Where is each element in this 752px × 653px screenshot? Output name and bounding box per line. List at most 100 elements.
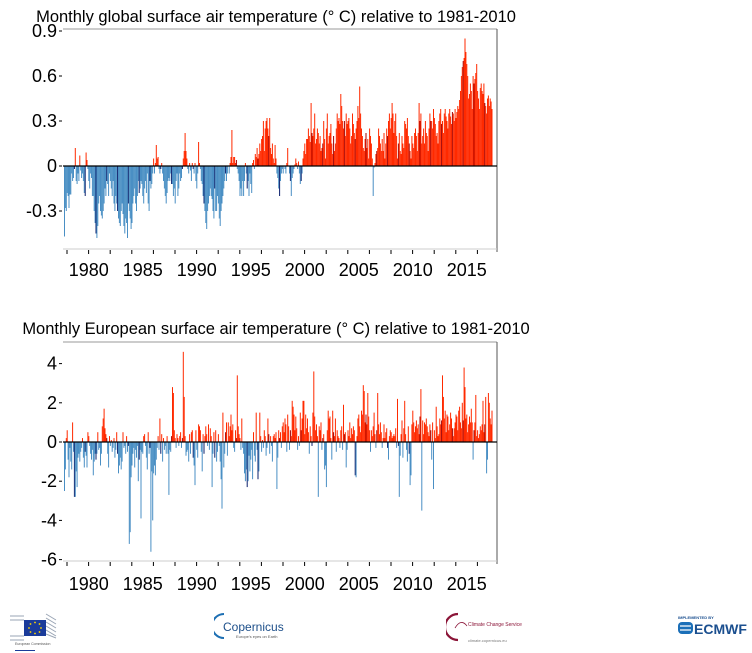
global-bar (255, 157, 257, 166)
global-bar (370, 143, 372, 166)
global-bar (266, 118, 268, 166)
europe-bar (230, 414, 232, 442)
europe-bar (130, 442, 132, 478)
global-bar (149, 166, 151, 181)
global-bar (192, 166, 194, 169)
europe-bar (171, 436, 173, 442)
europe-bar (118, 442, 119, 474)
global-bar (160, 166, 162, 169)
europe-bar (433, 442, 434, 490)
global-bar (205, 166, 207, 223)
global-bar (388, 113, 390, 166)
global-bar (224, 166, 226, 181)
global-bar (252, 163, 254, 166)
europe-bar (414, 432, 416, 442)
europe-bar (400, 434, 402, 442)
europe-bar (275, 432, 277, 442)
europe-bar (364, 422, 366, 442)
europe-bar (150, 442, 152, 552)
europe-bar (277, 442, 279, 458)
global-bar (249, 166, 251, 174)
europe-bar (416, 428, 418, 442)
europe-bar (393, 434, 395, 442)
europe-bar (442, 396, 444, 442)
europe-bar (128, 442, 130, 544)
global-bar (233, 157, 235, 166)
global-bar (287, 148, 289, 166)
europe-bar (358, 414, 360, 442)
global-bar (367, 139, 369, 166)
global-bar (451, 124, 452, 166)
global-bar (406, 128, 407, 166)
climate-label: Climate Change Service (468, 622, 522, 628)
europe-bar (164, 442, 166, 446)
europe-bar (67, 442, 69, 460)
global-bar (91, 166, 93, 196)
europe-bar (152, 442, 154, 521)
global-bar (125, 166, 127, 219)
europe-bar (295, 416, 297, 442)
europe-bar (452, 436, 454, 442)
europe-bar (449, 424, 451, 442)
global-bar (368, 158, 370, 166)
europe-bar (280, 442, 282, 448)
europe-bar (120, 442, 122, 470)
europe-bar (377, 393, 379, 442)
global-bar (129, 166, 131, 219)
global-bar (165, 166, 167, 204)
global-bar (96, 166, 98, 238)
global-bar (70, 166, 72, 195)
y-tick-label: 0 (47, 156, 57, 176)
europe-bar (284, 418, 286, 442)
europe-bar (269, 442, 271, 454)
europe-bar (244, 442, 245, 474)
global-bar (349, 128, 351, 166)
europe-bar (447, 416, 449, 442)
global-bar (128, 166, 130, 211)
europe-bar (121, 442, 123, 462)
europe-bar (100, 442, 102, 454)
europe-bar (455, 414, 457, 442)
global-bar (262, 121, 264, 166)
global-bar (172, 166, 174, 196)
global-bar (342, 121, 344, 166)
europe-bar (225, 432, 227, 442)
global-bar (137, 166, 139, 181)
europe-bar (419, 416, 421, 442)
global-bar (197, 166, 199, 174)
europe-bar (466, 414, 468, 442)
global-bar (369, 128, 371, 166)
europe-bar (459, 406, 461, 442)
europe-bar (300, 430, 302, 442)
global-bar (264, 128, 266, 166)
global-bar (372, 166, 374, 196)
europe-bar (208, 442, 210, 450)
global-bar (259, 143, 261, 166)
global-bar (303, 151, 305, 166)
europe-bar (141, 442, 143, 452)
europe-bar (333, 432, 335, 442)
global-bar (64, 166, 65, 237)
europe-bar (140, 442, 142, 519)
europe-bar (243, 442, 245, 454)
europe-bar (359, 426, 361, 442)
europe-bar (264, 436, 266, 442)
europe-bar (231, 430, 233, 442)
global-bar (301, 166, 303, 174)
europe-bar (454, 422, 456, 442)
y-tick-label: -4 (41, 510, 57, 530)
global-bar (374, 163, 376, 166)
global-bar (189, 163, 191, 166)
europe-bar (344, 432, 346, 442)
european-commission-logo: European Commission (8, 610, 60, 651)
europe-bar (94, 442, 96, 454)
europe-bar (334, 436, 335, 442)
global-bar (210, 166, 212, 196)
europe-bar (147, 432, 149, 442)
global-bar (339, 124, 341, 166)
global-bar (340, 94, 342, 166)
global-bar (127, 166, 129, 204)
europe-bar (263, 430, 265, 442)
global-bar (487, 98, 488, 166)
x-tick-label: 2015 (447, 574, 487, 594)
